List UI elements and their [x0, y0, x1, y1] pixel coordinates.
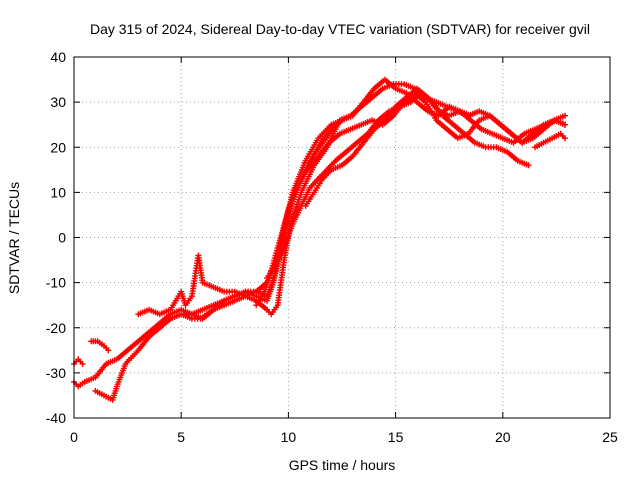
- series-sat-i: [88, 338, 112, 354]
- series-point-markers: [71, 356, 86, 367]
- x-tick-label: 0: [70, 429, 78, 445]
- y-tick-label: 20: [50, 139, 66, 155]
- series-point-markers: [88, 338, 112, 354]
- y-tick-label: -30: [46, 365, 66, 381]
- y-tick-label: -40: [46, 410, 66, 426]
- series-sat-j: [532, 130, 568, 151]
- y-tick-label: -10: [46, 275, 66, 291]
- series-point-markers: [532, 130, 568, 151]
- y-tick-label: 40: [50, 49, 66, 65]
- series-sat-g: [302, 85, 568, 209]
- x-tick-labels: 0 5 10 15 20 25: [70, 429, 618, 445]
- grid: [74, 57, 610, 418]
- x-tick-label: 25: [602, 429, 618, 445]
- series-sat-h: [71, 356, 86, 367]
- y-tick-label: 0: [58, 230, 66, 246]
- x-axis-label: GPS time / hours: [289, 457, 396, 473]
- x-tick-label: 20: [495, 429, 511, 445]
- x-tick-label: 10: [281, 429, 297, 445]
- x-tick-label: 15: [388, 429, 404, 445]
- series-point-markers: [178, 81, 568, 322]
- series-sat-d: [178, 81, 568, 322]
- series-line: [137, 123, 339, 316]
- y-tick-label: 30: [50, 94, 66, 110]
- series-line: [72, 119, 344, 388]
- y-tick-labels: -40 -30 -20 -10 0 10 20 30 40: [46, 49, 66, 426]
- series-group: [71, 76, 568, 403]
- ticks: [73, 56, 611, 419]
- x-tick-label: 5: [177, 429, 185, 445]
- y-tick-label: 10: [50, 184, 66, 200]
- y-tick-label: -20: [46, 320, 66, 336]
- series-line: [180, 83, 567, 320]
- series-point-markers: [302, 85, 568, 209]
- y-axis-label: SDTVAR / TECUs: [6, 182, 22, 294]
- chart-title: Day 315 of 2024, Sidereal Day-to-day VTE…: [90, 21, 590, 37]
